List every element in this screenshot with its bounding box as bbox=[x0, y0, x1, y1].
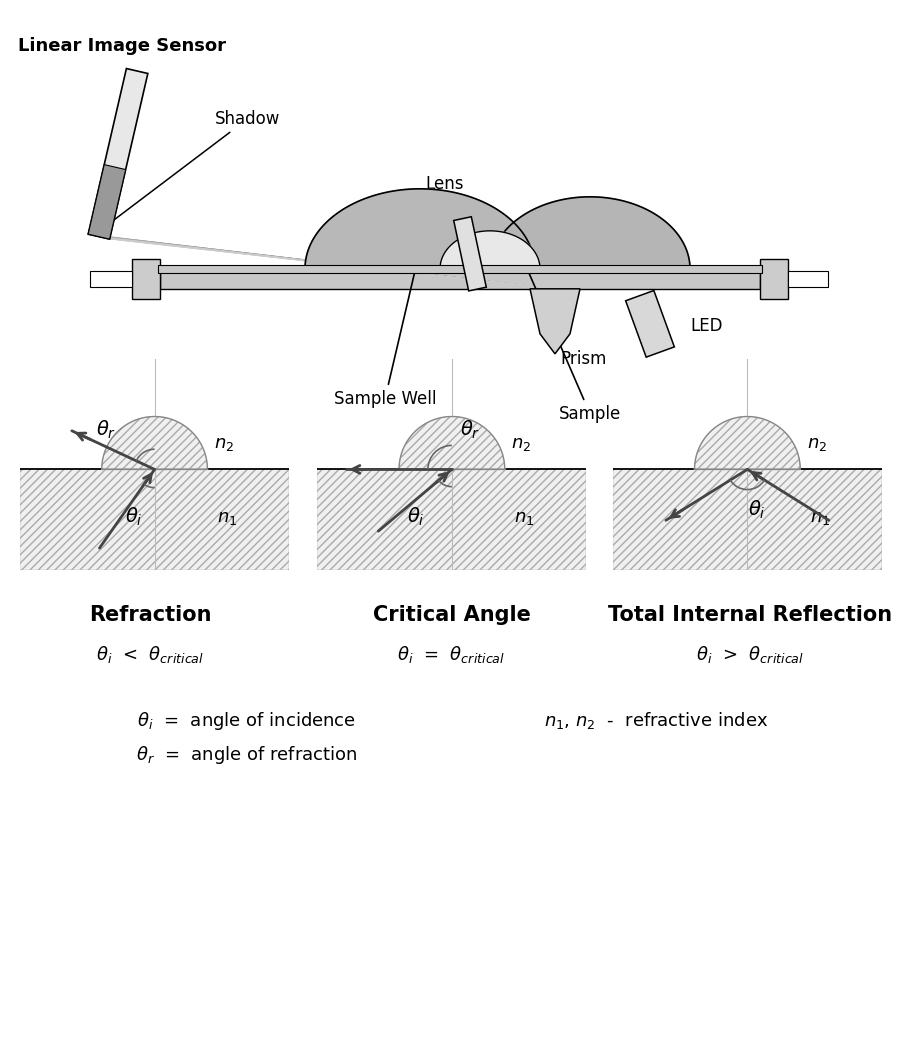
Bar bbox=[132, 259, 159, 299]
Polygon shape bbox=[304, 189, 535, 269]
Polygon shape bbox=[529, 289, 579, 354]
Bar bbox=[759, 259, 787, 299]
Polygon shape bbox=[625, 290, 673, 357]
Text: Shadow: Shadow bbox=[97, 110, 280, 233]
Text: $n_2$: $n_2$ bbox=[806, 435, 826, 453]
Polygon shape bbox=[88, 69, 148, 239]
Polygon shape bbox=[439, 231, 539, 269]
Text: $\theta_i$  =  $\theta_{critical}$: $\theta_i$ = $\theta_{critical}$ bbox=[397, 644, 505, 665]
Bar bbox=[20, 470, 289, 570]
Text: $n_2$: $n_2$ bbox=[214, 435, 234, 453]
Text: $n_1$, $n_2$  -  refractive index: $n_1$, $n_2$ - refractive index bbox=[544, 710, 768, 731]
Text: Refraction: Refraction bbox=[89, 606, 211, 625]
Polygon shape bbox=[453, 217, 486, 291]
Text: $\theta_i$  =  angle of incidence: $\theta_i$ = angle of incidence bbox=[137, 710, 355, 732]
Polygon shape bbox=[102, 417, 207, 470]
Text: $n_1$: $n_1$ bbox=[217, 509, 237, 527]
Text: $\theta_i$  <  $\theta_{critical}$: $\theta_i$ < $\theta_{critical}$ bbox=[97, 644, 204, 665]
Text: $n_1$: $n_1$ bbox=[514, 509, 534, 527]
Text: $\theta_r$: $\theta_r$ bbox=[97, 419, 117, 441]
Bar bbox=[317, 470, 586, 570]
Polygon shape bbox=[489, 197, 690, 269]
Text: Lens: Lens bbox=[425, 174, 464, 193]
Bar bbox=[612, 470, 881, 570]
Bar bbox=[158, 265, 762, 272]
Bar bbox=[159, 269, 759, 289]
Bar bbox=[612, 470, 881, 570]
Text: $\theta_i$: $\theta_i$ bbox=[125, 505, 142, 527]
Bar bbox=[787, 270, 827, 287]
Text: Sample Well: Sample Well bbox=[333, 211, 435, 408]
Text: Prism: Prism bbox=[559, 350, 606, 367]
Text: Total Internal Reflection: Total Internal Reflection bbox=[607, 606, 891, 625]
Text: $\theta_i$  >  $\theta_{critical}$: $\theta_i$ > $\theta_{critical}$ bbox=[695, 644, 803, 665]
Polygon shape bbox=[88, 165, 126, 239]
Text: $\theta_i$: $\theta_i$ bbox=[747, 498, 765, 521]
Text: $n_2$: $n_2$ bbox=[511, 435, 531, 453]
Polygon shape bbox=[399, 417, 504, 470]
Text: Linear Image Sensor: Linear Image Sensor bbox=[18, 37, 226, 55]
Text: $\theta_r$: $\theta_r$ bbox=[459, 419, 479, 441]
Text: Sample: Sample bbox=[516, 245, 620, 423]
Bar bbox=[90, 270, 132, 287]
Text: $\theta_i$: $\theta_i$ bbox=[406, 505, 424, 527]
Text: $n_1$: $n_1$ bbox=[809, 509, 829, 527]
Text: Critical Angle: Critical Angle bbox=[372, 606, 530, 625]
Bar bbox=[317, 470, 586, 570]
Bar bbox=[20, 470, 289, 570]
Text: LED: LED bbox=[690, 316, 722, 335]
Polygon shape bbox=[694, 417, 799, 470]
Text: $\theta_r$  =  angle of refraction: $\theta_r$ = angle of refraction bbox=[136, 744, 356, 766]
